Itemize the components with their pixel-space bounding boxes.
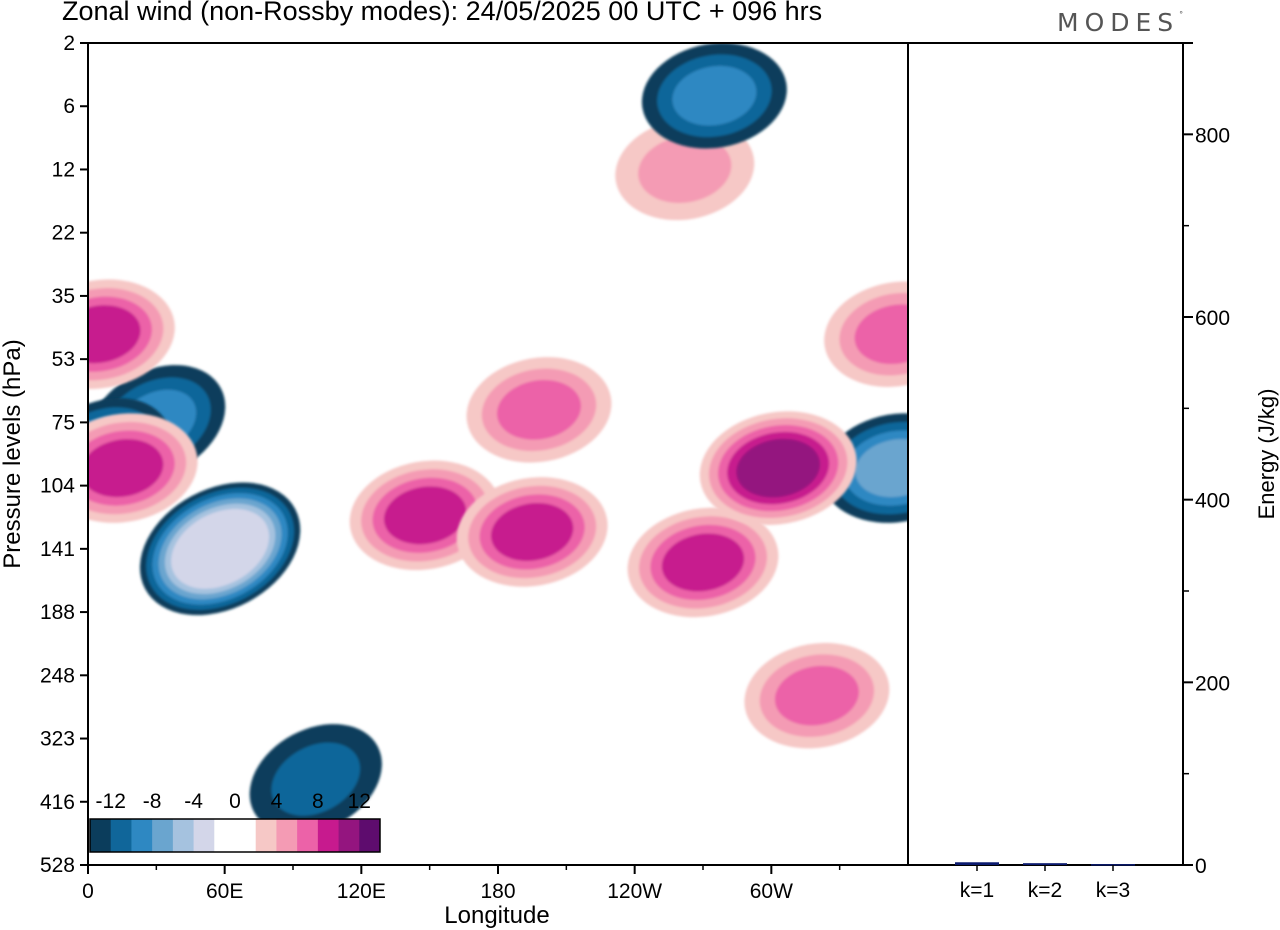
wind-contour: [177, 514, 263, 584]
wind-anomaly: [699, 411, 857, 525]
wind-anomaly: [88, 413, 198, 523]
x-tick-label: 120W: [607, 880, 662, 903]
wind-anomaly: [456, 477, 608, 587]
wind-anomaly: [466, 357, 612, 463]
colorbar-swatch: [152, 819, 174, 852]
colorbar-label: -8: [143, 790, 162, 813]
colorbar-label: 0: [229, 790, 241, 813]
colorbar-swatch: [172, 819, 195, 852]
colorbar-swatch: [214, 819, 236, 852]
y-tick-label: 528: [40, 854, 75, 877]
wind-contour: [88, 305, 141, 364]
y-tick-label: 35: [52, 285, 75, 308]
energy-bar: [1091, 864, 1135, 866]
colorbar-swatch: [297, 819, 319, 852]
wind-contour: [672, 65, 757, 126]
x-tick-label: 60E: [206, 880, 243, 903]
colorbar-swatch: [317, 819, 340, 852]
colorbar-swatch: [90, 819, 112, 852]
wind-contour: [854, 304, 908, 365]
colorbar: -12 -8 -4 0 4 8 12: [89, 790, 381, 853]
energy-bar: [955, 862, 999, 865]
y-tick-label: 22: [52, 222, 75, 245]
colorbar-swatch: [193, 819, 215, 852]
colorbar-label: 8: [312, 790, 324, 813]
energy-tick-label: 400: [1195, 490, 1230, 513]
colorbar-label: 4: [271, 790, 283, 813]
energy-tick-label: 800: [1195, 124, 1230, 147]
wind-heatmap: [88, 43, 908, 835]
energy-tick-label: 200: [1195, 672, 1230, 695]
y-axis: 2 6 12 22 35 53 75 104 141 188 248 323 416 528: [40, 32, 88, 877]
colorbar-label: -4: [184, 790, 203, 813]
wind-contour: [638, 135, 732, 203]
logo-mark: °: [1179, 10, 1184, 19]
colorbar-label: -12: [96, 790, 126, 813]
energy-axis-label: Energy (J/kg): [1254, 389, 1279, 520]
wind-anomaly: [349, 460, 501, 571]
wind-anomaly: [249, 724, 382, 835]
energy-category-label: k=3: [1096, 879, 1130, 902]
colorbar-swatch: [255, 819, 277, 852]
wind-anomaly: [821, 413, 908, 523]
wind-contour: [661, 533, 745, 592]
wind-anomaly: [641, 43, 787, 149]
y-tick-label: 188: [40, 601, 75, 624]
y-tick-label: 104: [40, 475, 75, 498]
wind-anomaly: [627, 507, 779, 618]
y-tick-label: 248: [40, 664, 75, 687]
colorbar-swatch: [276, 819, 298, 852]
x-tick-label: 0: [82, 880, 94, 903]
colorbar-swatch: [235, 819, 257, 852]
y-tick-label: 6: [63, 95, 75, 118]
wind-anomaly: [744, 642, 890, 749]
wind-contour: [855, 439, 908, 498]
colorbar-swatch: [131, 819, 153, 852]
y-tick-label: 416: [40, 791, 75, 814]
wind-contour: [736, 438, 821, 498]
wind-anomaly: [139, 482, 301, 616]
energy-tick-label: 0: [1195, 855, 1207, 878]
colorbar-swatch: [110, 819, 132, 852]
y-tick-label: 141: [40, 538, 75, 561]
y-tick-label: 75: [52, 411, 75, 434]
colorbar-label: 12: [348, 790, 371, 813]
colorbar-swatch: [359, 819, 381, 852]
wind-contour: [496, 380, 582, 440]
colorbar-swatch: [338, 819, 360, 852]
x-tick-label: 120E: [337, 880, 386, 903]
energy-frame: [907, 42, 1184, 866]
energy-category-label: k=1: [960, 879, 994, 902]
energy-tick-label: 600: [1195, 307, 1230, 330]
wind-contour: [490, 502, 574, 561]
modes-logo: MODES°: [1057, 8, 1183, 37]
y-tick-label: 323: [40, 728, 75, 751]
x-axis-label: Longitude: [444, 902, 549, 929]
wind-contour: [271, 742, 361, 816]
y-tick-label: 2: [63, 32, 75, 55]
x-tick-label: 60W: [750, 880, 793, 903]
colorbar-frame: [89, 818, 381, 853]
y-tick-label: 12: [52, 158, 75, 181]
y-tick-label: 53: [52, 348, 75, 371]
wind-anomaly: [824, 281, 908, 387]
energy-panel: 0 200 400 600 800 k=1 k=2 k=3: [955, 42, 1230, 902]
wind-anomaly: [88, 279, 175, 390]
x-tick-label: 180: [480, 880, 515, 903]
chart-title: Zonal wind (non-Rossby modes): 24/05/202…: [62, 0, 823, 26]
wind-contour: [383, 486, 467, 545]
energy-category-label: k=2: [1028, 879, 1062, 902]
logo-text: MODES: [1057, 8, 1180, 37]
energy-bar: [1023, 863, 1067, 865]
wind-contour: [774, 665, 859, 726]
wind-contour: [88, 439, 164, 498]
x-axis: 0 60E 120E 180 120W 60W: [82, 865, 841, 903]
y-axis-label: Pressure levels (hPa): [0, 339, 26, 568]
